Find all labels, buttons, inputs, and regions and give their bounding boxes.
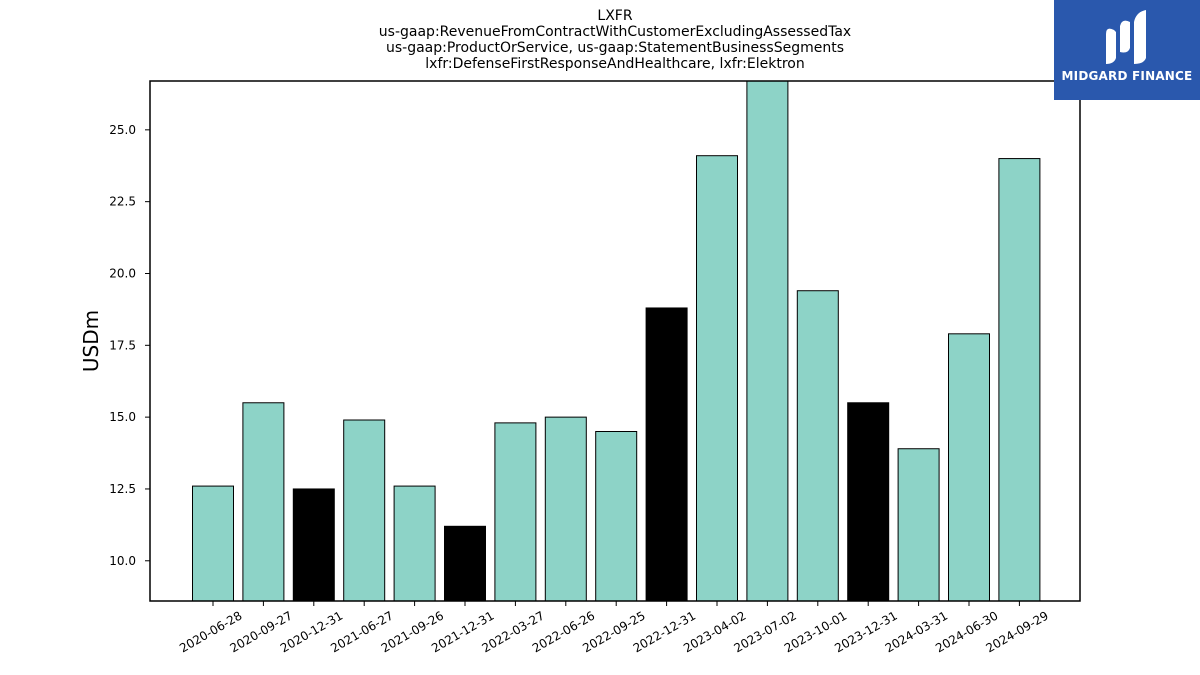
bar-2023-07-02 [746,80,789,602]
bar-2020-12-31 [292,488,335,602]
bars-group [192,80,1041,602]
chart-title: LXFRus-gaap:RevenueFromContractWithCusto… [379,8,851,72]
x-axis: 2020-06-282020-09-272020-12-312021-06-27… [177,601,1051,655]
y-tick-label: 10.0 [109,554,136,568]
bar-2021-06-27 [343,419,386,602]
bar-2020-09-27 [242,402,285,602]
y-axis: 10.0 12.5 15.0 17.5 20.0 22.5 25.0 [109,123,150,568]
chart-title-line: lxfr:DefenseFirstResponseAndHealthcare, … [425,56,804,72]
bar-2023-04-02 [696,155,738,602]
bar-2022-03-27 [494,422,537,602]
midgard-logo-icon [1106,10,1146,65]
y-tick-label: 17.5 [109,338,136,352]
chart-title-line: LXFR [597,8,632,24]
y-tick-label: 20.0 [109,266,136,280]
y-tick-label: 22.5 [109,195,136,209]
logo-text: MIDGARD FINANCE [1061,69,1193,83]
chart-title-line: us-gaap:ProductOrService, us-gaap:Statem… [386,40,844,56]
y-tick-label: 25.0 [109,123,136,137]
bar-2021-09-26 [393,485,436,602]
bar-2024-09-29 [998,158,1041,602]
chart-title-line: us-gaap:RevenueFromContractWithCustomerE… [379,24,851,40]
y-tick-label: 12.5 [109,482,136,496]
brand-logo: MIDGARD FINANCE [1054,0,1200,100]
bar-2022-09-25 [595,430,638,602]
bar-2023-12-31 [847,402,890,602]
bar-2022-12-31 [645,307,688,602]
y-tick-label: 15.0 [109,410,136,424]
bar-2020-06-28 [192,485,234,602]
bar-2021-12-31 [444,525,486,602]
y-axis-label: USDm [79,310,103,372]
bar-2024-06-30 [948,333,990,602]
plot-frame [149,80,1081,602]
bar-2022-06-26 [544,416,587,602]
bar-2023-10-01 [796,290,839,602]
bar-2024-03-31 [897,448,940,602]
